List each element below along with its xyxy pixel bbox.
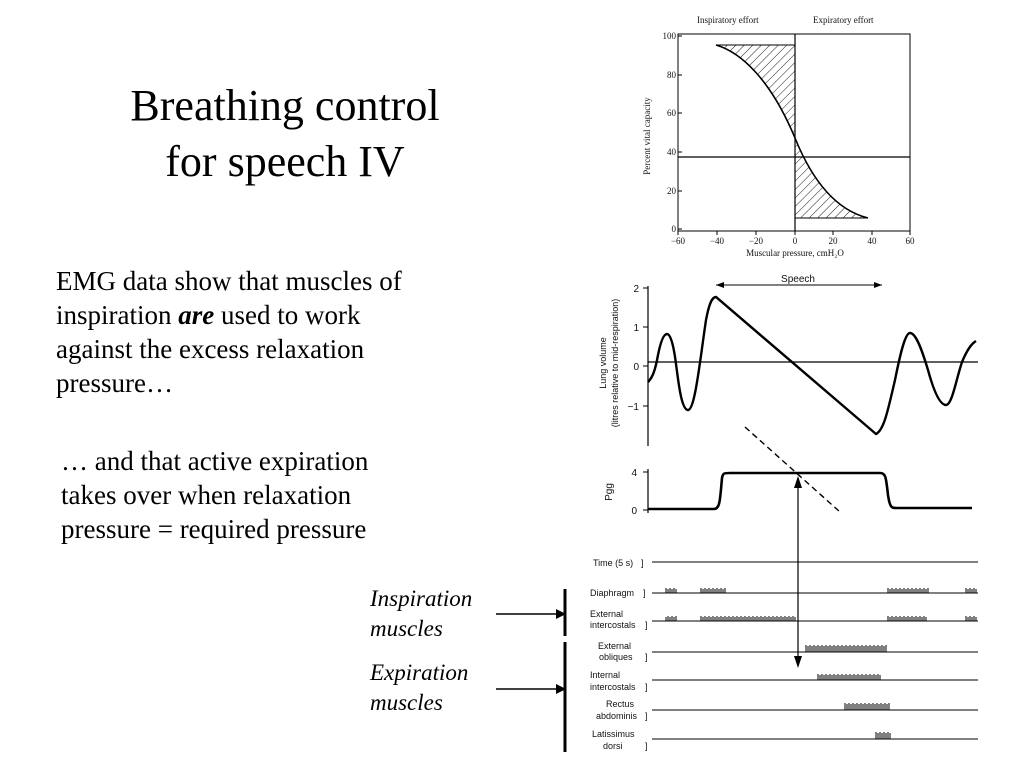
inspiration-arrow (496, 589, 567, 636)
pgg-tick-4: 4 (631, 468, 637, 479)
inspiratory-hatch (716, 45, 795, 138)
paragraph-1-line-1: EMG data show that muscles of (56, 266, 402, 296)
emg-label-int-intercostals-2: intercostals (590, 682, 636, 692)
emg-label-rectus-2: abdominis (596, 711, 638, 721)
speech-label: Speech (781, 274, 815, 285)
inspiration-label-line-2: muscles (370, 616, 443, 641)
para1-inspiration: inspiration (56, 300, 179, 330)
volume-tick-minus1: −1 (628, 402, 640, 413)
y-axis-label: Percent vital capacity (642, 97, 652, 175)
plot-frame (677, 33, 911, 232)
vertical-time-marker (794, 476, 802, 668)
emg-label-latissimus-1: Latissimus (592, 729, 635, 739)
x-tick-20: 20 (829, 236, 839, 246)
time-label: Time (5 s) (593, 558, 633, 568)
rectus-bursts (844, 703, 890, 710)
para1-emphasis: are (178, 300, 215, 330)
x-tick-0: 0 (793, 236, 798, 246)
pgg-label: Pgg (604, 483, 615, 501)
lung-volume-trace (647, 295, 977, 436)
x-tick-minus60: −60 (671, 236, 686, 246)
volume-tick-1: 1 (633, 323, 639, 334)
ext-intercostals-bursts (665, 616, 977, 621)
y-tick-20: 20 (667, 186, 677, 196)
paragraph-2-line-1: … and that active expiration (61, 446, 369, 476)
svg-text:]: ] (645, 711, 648, 721)
pgg-trace (648, 471, 972, 511)
expiratory-hatch (795, 138, 868, 218)
inspiration-muscles-label: Inspiration muscles (370, 584, 472, 644)
paragraph-1-line-3: against the excess relaxation (56, 334, 365, 364)
expiration-label-line-2: muscles (370, 690, 443, 715)
paragraph-1: EMG data show that muscles of inspiratio… (56, 264, 526, 400)
emg-label-diaphragm: Diaphragm (590, 588, 634, 598)
emg-label-ext-obliques-2: obliques (599, 652, 633, 662)
svg-text:]: ] (641, 558, 644, 568)
svg-text:]: ] (645, 741, 648, 751)
diaphragm-bursts (665, 588, 977, 593)
ext-obliques-bursts (805, 645, 887, 652)
lung-volume-label: Lung volume (598, 337, 608, 389)
emg-label-ext-intercostals-2: intercostals (590, 620, 636, 630)
y-tick-80: 80 (667, 70, 677, 80)
emg-label-ext-intercostals-1: External (590, 609, 623, 619)
lung-volume-graph: Lung volume (litres relative to mid-resp… (598, 274, 978, 446)
expiration-arrow (496, 642, 567, 752)
relaxation-pressure-dashed-line (744, 426, 841, 513)
title-line-1: Breathing control (130, 81, 440, 130)
y-tick-100: 100 (663, 31, 677, 41)
expiration-muscles-label: Expiration muscles (370, 658, 468, 718)
volume-tick-2: 2 (633, 284, 639, 295)
emg-traces: Time (5 s) ] Diaphragm ] External interc… (590, 558, 978, 751)
inspiration-label-line-1: Inspiration (370, 586, 473, 611)
relaxation-pressure-graph: Inspiratory effort Expiratory effort (642, 15, 915, 258)
x-tick-40: 40 (868, 236, 878, 246)
emg-label-ext-obliques-1: External (598, 641, 631, 651)
lung-volume-sublabel: (litres relative to mid-respiration) (610, 299, 620, 428)
x-tick-minus40: −40 (710, 236, 725, 246)
paragraph-2: … and that active expiration takes over … (61, 444, 531, 546)
title-line-2: for speech IV (165, 137, 405, 186)
slide-title: Breathing control for speech IV (60, 78, 510, 190)
inspiratory-effort-label: Inspiratory effort (697, 15, 759, 25)
pgg-graph: Pgg 4 0 (604, 468, 972, 517)
emg-label-rectus-1: Rectus (606, 699, 635, 709)
paragraph-1-line-4: pressure… (56, 368, 173, 398)
svg-text:]: ] (645, 652, 648, 662)
paragraph-1-line-2: inspiration are used to work (56, 298, 526, 332)
paragraph-2-line-3: pressure = required pressure (61, 514, 367, 544)
x-tick-minus20: −20 (749, 236, 764, 246)
int-intercostals-bursts (817, 674, 881, 680)
emg-label-latissimus-2: dorsi (603, 741, 623, 751)
svg-text:]: ] (643, 588, 646, 598)
volume-tick-0: 0 (633, 362, 639, 373)
latissimus-bursts (875, 732, 891, 739)
y-tick-0: 0 (672, 224, 677, 234)
svg-text:]: ] (645, 682, 648, 692)
y-tick-40: 40 (667, 147, 677, 157)
y-tick-60: 60 (667, 108, 677, 118)
svg-text:]: ] (645, 620, 648, 630)
x-tick-60: 60 (906, 236, 916, 246)
para1-used: used to work (214, 300, 361, 330)
expiration-label-line-1: Expiration (370, 660, 469, 685)
x-axis-label: Muscular pressure, cmH₂O (746, 248, 844, 258)
pgg-tick-0: 0 (631, 506, 637, 517)
emg-label-int-intercostals-1: Internal (590, 670, 620, 680)
expiratory-effort-label: Expiratory effort (813, 15, 874, 25)
paragraph-2-line-2: takes over when relaxation (61, 480, 352, 510)
